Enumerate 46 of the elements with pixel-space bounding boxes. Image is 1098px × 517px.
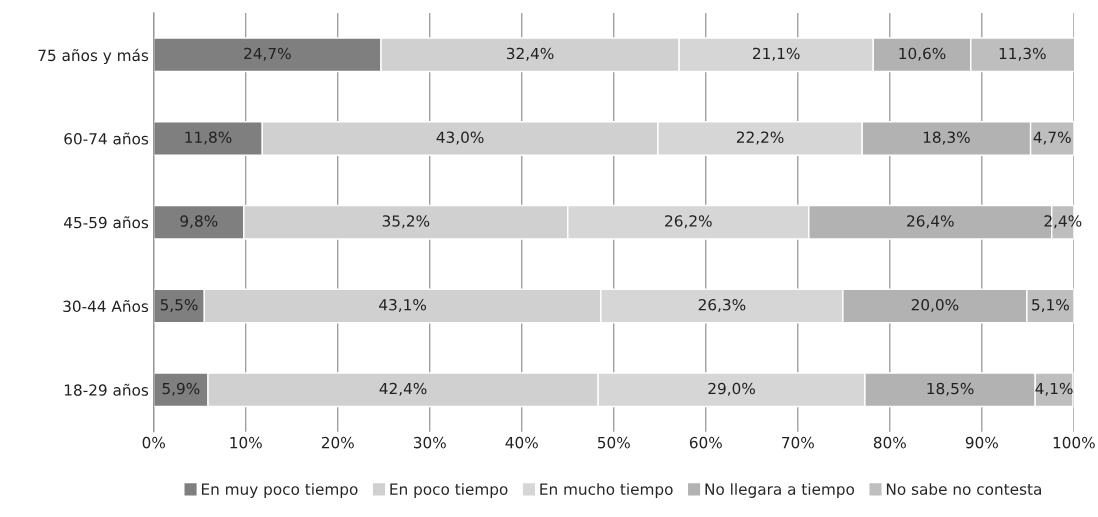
data-label: 26,4% xyxy=(907,215,954,229)
x-tick-label: 80% xyxy=(873,436,906,449)
x-tick-label: 70% xyxy=(782,436,814,449)
data-label: 5,1% xyxy=(1032,298,1069,313)
x-tick-label: 10% xyxy=(230,436,262,449)
data-label: 4,1% xyxy=(1035,382,1073,396)
data-label: 32,4% xyxy=(506,47,554,61)
x-tick-label: 0% xyxy=(142,436,165,449)
data-label: 10,6% xyxy=(899,47,946,61)
y-tick-label: 45-59 años xyxy=(64,216,149,229)
legend-label: En muy poco tiempo xyxy=(201,483,358,498)
y-tick-label: 75 años y más xyxy=(38,48,149,65)
data-label: 4,7% xyxy=(1033,131,1071,145)
data-label: 5,5% xyxy=(160,298,198,313)
data-label: 21,1% xyxy=(753,47,800,61)
data-label: 9,8% xyxy=(180,215,218,229)
x-tick-label: 90% xyxy=(965,436,998,449)
data-label: 26,2% xyxy=(665,215,712,229)
x-tick-label: 20% xyxy=(321,436,354,449)
legend-label: No sabe no contesta xyxy=(886,483,1041,495)
data-label: 22,2% xyxy=(736,131,784,145)
legend-label: En mucho tiempo xyxy=(540,483,673,498)
y-tick-label: 60-74 años xyxy=(64,132,149,145)
legend-label: No llegara a tiempo xyxy=(705,483,855,498)
x-tick-label: 30% xyxy=(413,436,446,449)
data-label: 11,8% xyxy=(185,131,232,145)
data-label: 26,3% xyxy=(698,298,746,313)
data-label: 42,4% xyxy=(379,382,427,396)
x-tick-label: 40% xyxy=(505,436,538,449)
x-tick-label: 50% xyxy=(597,436,630,449)
legend-label: En poco tiempo xyxy=(390,483,508,498)
data-label: 29,0% xyxy=(708,382,755,396)
x-tick-label: 100% xyxy=(1053,436,1095,449)
data-label: 5,9% xyxy=(162,382,200,396)
y-tick-label: 30-44 Años xyxy=(63,300,149,313)
data-label: 2,4% xyxy=(1044,215,1082,229)
data-label: 18,3% xyxy=(923,131,970,145)
data-label: 24,7% xyxy=(244,47,291,61)
data-label: 43,1% xyxy=(379,298,427,313)
x-tick-label: 60% xyxy=(689,436,722,449)
data-label: 18,5% xyxy=(927,382,974,396)
data-label: 35,2% xyxy=(382,215,430,229)
data-label: 20,0% xyxy=(911,298,959,313)
data-label: 11,3% xyxy=(999,47,1046,61)
data-label: 43,0% xyxy=(436,131,484,145)
y-tick-label: 18-29 años xyxy=(64,383,149,396)
